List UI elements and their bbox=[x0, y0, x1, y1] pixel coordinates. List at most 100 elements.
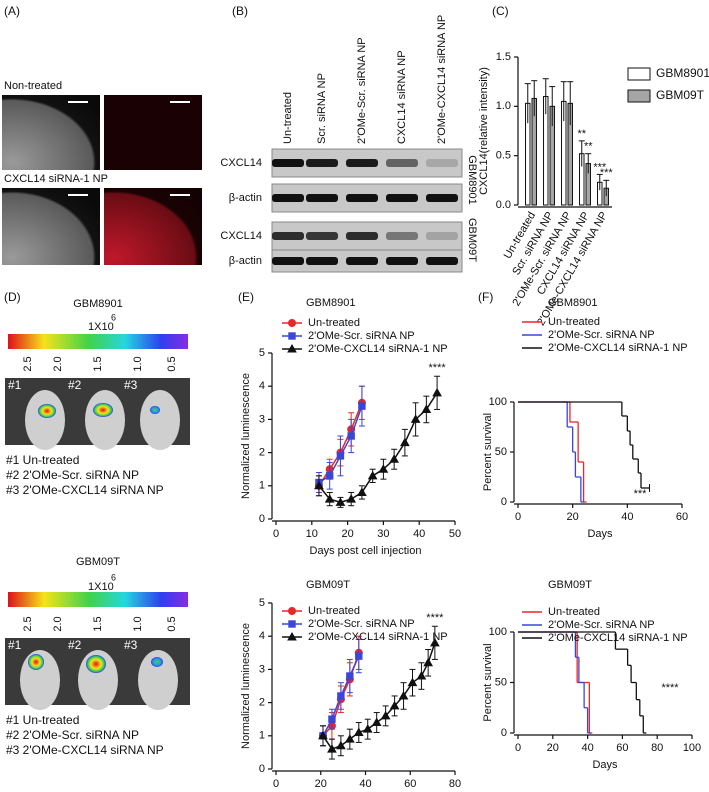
marker bbox=[344, 734, 355, 743]
lane-label: CXCL14 siRNA NP bbox=[396, 50, 408, 144]
marker bbox=[357, 487, 367, 496]
band bbox=[272, 159, 304, 167]
colorbar-tick: 2.5 bbox=[22, 616, 34, 631]
band bbox=[346, 159, 378, 167]
y-tick-label: 0 bbox=[259, 513, 265, 525]
y-axis-label: Percent survival bbox=[482, 413, 494, 491]
legend-text: GBM8901 bbox=[656, 66, 709, 80]
band bbox=[386, 159, 418, 167]
colorbar-tick: 0.5 bbox=[166, 356, 178, 371]
y-tick-label: 0.0 bbox=[496, 199, 511, 211]
legend-text: 2'OMe-Scr. siRNA NP bbox=[548, 619, 655, 631]
y-tick-label: 5 bbox=[259, 597, 265, 609]
chart-title: GBM8901 bbox=[306, 297, 356, 309]
x-tick-label: 20 bbox=[567, 511, 579, 523]
row-label: CXCL14 siRNA-1 NP bbox=[4, 173, 108, 185]
legend-text: 2'OMe-CXCL14 siRNA-1 NP bbox=[548, 632, 688, 644]
legend-text: 2'OMe-Scr. siRNA NP bbox=[308, 330, 415, 342]
legend-text: #1 Un-treated bbox=[6, 713, 79, 727]
marker bbox=[407, 677, 418, 687]
x-tick-label: 0 bbox=[273, 528, 279, 540]
x-axis-label: Days bbox=[592, 759, 618, 771]
marker bbox=[380, 710, 391, 720]
y-tick-label: 100 bbox=[489, 396, 507, 408]
scale-exponent: 6 bbox=[111, 312, 116, 322]
row-label: CXCL14 bbox=[220, 230, 262, 242]
marker bbox=[314, 480, 324, 490]
mouse-label: #3 bbox=[124, 378, 138, 392]
marker bbox=[318, 730, 328, 740]
x-tick-label: 20 bbox=[315, 778, 327, 790]
panel-label: (E) bbox=[238, 290, 254, 304]
y-tick-label: 0.5 bbox=[496, 150, 511, 162]
marker bbox=[288, 332, 296, 340]
lane-label: 2'OMe-CXCL14 siRNA NP bbox=[436, 15, 448, 144]
legend-swatch bbox=[627, 89, 651, 103]
panel-label: (B) bbox=[232, 4, 248, 18]
significance: *** bbox=[600, 167, 614, 179]
legend-text: Un-treated bbox=[308, 317, 360, 329]
band bbox=[426, 257, 458, 265]
marker bbox=[389, 700, 400, 710]
y-tick-label: 0 bbox=[501, 727, 507, 739]
x-tick-label: 30 bbox=[377, 528, 389, 540]
group-label: GBM09T bbox=[466, 218, 478, 262]
lane-label: Scr. siRNA NP bbox=[316, 73, 328, 144]
x-tick-label: 20 bbox=[341, 528, 353, 540]
significance: **** bbox=[661, 682, 679, 694]
x-tick-label: 40 bbox=[581, 742, 593, 754]
mouse-label: #1 bbox=[8, 638, 22, 652]
legend-text: Un-treated bbox=[548, 606, 600, 618]
x-tick-label: 80 bbox=[651, 742, 663, 754]
x-axis-label: Days bbox=[587, 528, 613, 540]
mouse-label: #3 bbox=[124, 638, 138, 652]
band bbox=[386, 232, 418, 240]
y-axis-label: Normalized luminescence bbox=[240, 623, 252, 749]
y-axis-label: Percent survival bbox=[482, 643, 494, 721]
legend-text: #3 2'OMe-CXCL14 siRNA NP bbox=[6, 743, 164, 757]
x-axis-label: Days post cell injection bbox=[310, 545, 422, 557]
marker bbox=[328, 715, 336, 723]
x-tick-label: 40 bbox=[621, 511, 633, 523]
y-tick-label: 100 bbox=[489, 626, 507, 638]
marker bbox=[347, 432, 355, 440]
chart-title: GBM09T bbox=[548, 579, 592, 591]
legend-text: 2'OMe-CXCL14 siRNA-1 NP bbox=[308, 343, 448, 355]
marker bbox=[287, 343, 297, 353]
band bbox=[346, 232, 378, 240]
legend-text: #1 Un-treated bbox=[6, 453, 79, 467]
panel-label: (C) bbox=[492, 4, 509, 18]
legend-swatch bbox=[627, 67, 651, 81]
legend-text: 2'OMe-Scr. siRNA NP bbox=[548, 329, 655, 341]
panel-label: (F) bbox=[478, 290, 493, 304]
panel-d-images bbox=[5, 334, 190, 710]
y-tick-label: 5 bbox=[259, 347, 265, 359]
row-label: Non-treated bbox=[4, 80, 62, 92]
legend-text: 2'OMe-CXCL14 siRNA-1 NP bbox=[548, 342, 688, 354]
marker bbox=[288, 620, 296, 628]
band bbox=[346, 194, 378, 202]
marker bbox=[326, 472, 334, 480]
y-tick-label: 50 bbox=[495, 446, 507, 458]
marker bbox=[400, 437, 410, 447]
group-title: GBM8901 bbox=[73, 298, 123, 310]
marker bbox=[337, 692, 345, 700]
band bbox=[426, 159, 458, 167]
marker bbox=[288, 607, 296, 615]
y-tick-label: 2 bbox=[259, 697, 265, 709]
marker bbox=[389, 454, 400, 463]
significance: *** bbox=[634, 488, 648, 500]
marker bbox=[432, 387, 442, 397]
colorbar-tick: 2.0 bbox=[52, 356, 64, 371]
marker bbox=[371, 717, 382, 727]
colorbar-tick: 1.0 bbox=[132, 616, 144, 631]
x-tick-label: 0 bbox=[515, 742, 521, 754]
legend-text: 2'OMe-CXCL14 siRNA-1 NP bbox=[308, 631, 448, 643]
marker bbox=[358, 402, 366, 410]
y-tick-label: 3 bbox=[259, 663, 265, 675]
legend-text: #3 2'OMe-CXCL14 siRNA NP bbox=[6, 483, 164, 497]
y-tick-label: 4 bbox=[259, 380, 265, 392]
marker bbox=[410, 414, 421, 423]
marker bbox=[346, 672, 354, 680]
legend-text: 2'OMe-Scr. siRNA NP bbox=[308, 618, 415, 630]
